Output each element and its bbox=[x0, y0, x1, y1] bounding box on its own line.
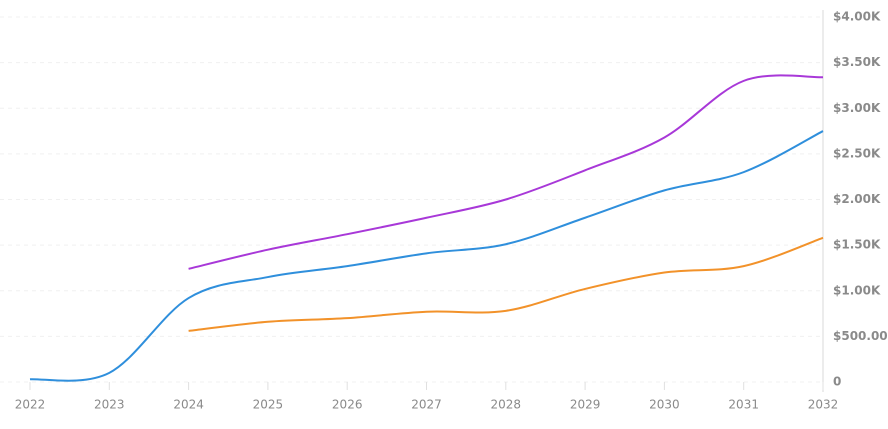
series-line bbox=[29, 130, 824, 382]
y-tick-label: $2.00K bbox=[833, 192, 881, 206]
x-tick-label: 2031 bbox=[728, 398, 759, 412]
series-line bbox=[188, 236, 824, 332]
x-tick-label: 2027 bbox=[411, 398, 442, 412]
x-tick-label: 2026 bbox=[332, 398, 363, 412]
x-tick-label: 2029 bbox=[570, 398, 601, 412]
y-tick-label: $2.50K bbox=[833, 146, 881, 160]
x-tick-label: 2032 bbox=[808, 398, 839, 412]
y-tick-label: $3.50K bbox=[833, 55, 881, 69]
x-tick-label: 2025 bbox=[253, 398, 284, 412]
y-tick-label: $500.00 bbox=[833, 329, 888, 343]
series-line bbox=[188, 74, 824, 270]
y-tick-label: $1.50K bbox=[833, 238, 881, 252]
y-tick-label: $3.00K bbox=[833, 101, 881, 115]
x-tick-label: 2022 bbox=[15, 398, 46, 412]
y-tick-label: $4.00K bbox=[833, 10, 881, 24]
x-tick-label: 2024 bbox=[173, 398, 204, 412]
x-tick-label: 2023 bbox=[94, 398, 125, 412]
x-tick-label: 2028 bbox=[491, 398, 522, 412]
y-tick-label: $1.00K bbox=[833, 283, 881, 297]
y-tick-label: 0 bbox=[833, 375, 841, 389]
x-tick-label: 2030 bbox=[649, 398, 680, 412]
